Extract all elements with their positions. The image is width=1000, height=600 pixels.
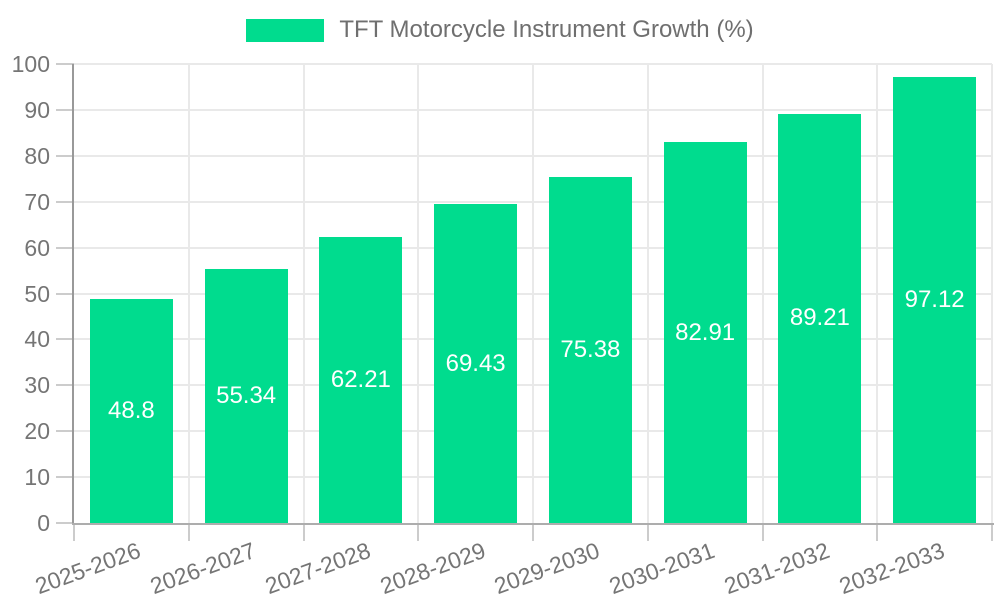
x-axis-line	[72, 523, 994, 525]
x-axis-tick-label: 2027-2028	[261, 537, 374, 600]
bar-2029-2030: 75.38	[548, 177, 632, 523]
bar-2032-2033: 97.12	[893, 77, 977, 523]
y-axis-tick-label: 60	[24, 234, 50, 261]
bar-value-label: 75.38	[560, 335, 621, 363]
x-axis-tick-label: 2029-2030	[491, 537, 604, 600]
y-tick-mark	[56, 63, 74, 65]
bar-value-label: 97.12	[904, 286, 965, 314]
y-axis-tick-label: 30	[24, 372, 50, 399]
y-tick-mark	[56, 108, 74, 111]
y-tick-mark	[56, 522, 74, 524]
x-gridline	[417, 64, 420, 523]
bar-value-label: 62.21	[330, 366, 391, 394]
y-tick-mark	[56, 338, 74, 341]
legend-label: TFT Motorcycle Instrument Growth (%)	[339, 16, 754, 43]
x-gridline	[991, 64, 993, 523]
x-axis-tick-label: 2025-2026	[32, 537, 145, 600]
y-tick-mark	[56, 292, 74, 295]
bar-value-label: 48.8	[108, 396, 155, 424]
y-axis-tick-label: 50	[24, 280, 50, 307]
y-tick-mark	[56, 430, 74, 433]
y-axis-line	[72, 64, 74, 525]
y-axis-tick-label: 70	[24, 188, 50, 215]
x-tick-mark	[761, 525, 764, 541]
x-tick-mark	[532, 525, 534, 541]
x-tick-mark	[417, 525, 420, 541]
x-gridline	[187, 64, 190, 523]
x-tick-mark	[876, 525, 879, 541]
x-axis-tick-label: 2028-2029	[376, 537, 489, 600]
x-axis-tick-label: 2032-2033	[835, 537, 948, 600]
y-tick-mark	[56, 476, 74, 479]
x-gridline	[876, 64, 879, 523]
y-tick-mark	[56, 200, 74, 203]
bar-value-label: 82.91	[675, 318, 736, 346]
x-tick-mark	[991, 525, 993, 541]
x-gridline	[302, 64, 305, 523]
bar-2030-2031: 82.91	[663, 142, 747, 523]
legend[interactable]: TFT Motorcycle Instrument Growth (%)	[0, 17, 1000, 43]
x-gridline	[532, 64, 534, 523]
x-gridline	[761, 64, 764, 523]
y-axis-tick-label: 20	[24, 418, 50, 445]
y-axis-tick-label: 80	[24, 142, 50, 169]
x-tick-mark	[646, 525, 649, 541]
bar-2026-2027: 55.34	[204, 268, 288, 523]
x-axis-tick-label: 2030-2031	[605, 537, 719, 600]
bar-value-label: 55.34	[216, 381, 277, 409]
y-axis-tick-label: 0	[37, 510, 50, 536]
legend-swatch	[246, 18, 325, 42]
y-tick-mark	[56, 154, 74, 157]
x-axis-tick-label: 2031-2032	[720, 537, 833, 600]
x-gridline	[646, 64, 649, 523]
y-tick-mark	[56, 384, 74, 387]
bar-value-label: 69.43	[445, 349, 506, 377]
x-axis-tick-label: 2026-2027	[146, 537, 260, 600]
y-axis-tick-label: 100	[11, 51, 50, 77]
y-tick-mark	[56, 246, 74, 249]
y-axis-tick-label: 90	[24, 96, 50, 123]
bar-value-label: 89.21	[789, 304, 850, 332]
y-axis-tick-label: 10	[24, 464, 50, 491]
bar-2025-2026: 48.8	[89, 299, 173, 523]
bar-2028-2029: 69.43	[434, 204, 518, 523]
x-tick-mark	[302, 525, 305, 541]
x-tick-mark	[187, 525, 190, 541]
x-tick-mark	[73, 525, 75, 541]
bar-2027-2028: 62.21	[319, 237, 403, 523]
y-axis-tick-label: 40	[24, 326, 50, 353]
bar-2031-2032: 89.21	[778, 113, 862, 523]
